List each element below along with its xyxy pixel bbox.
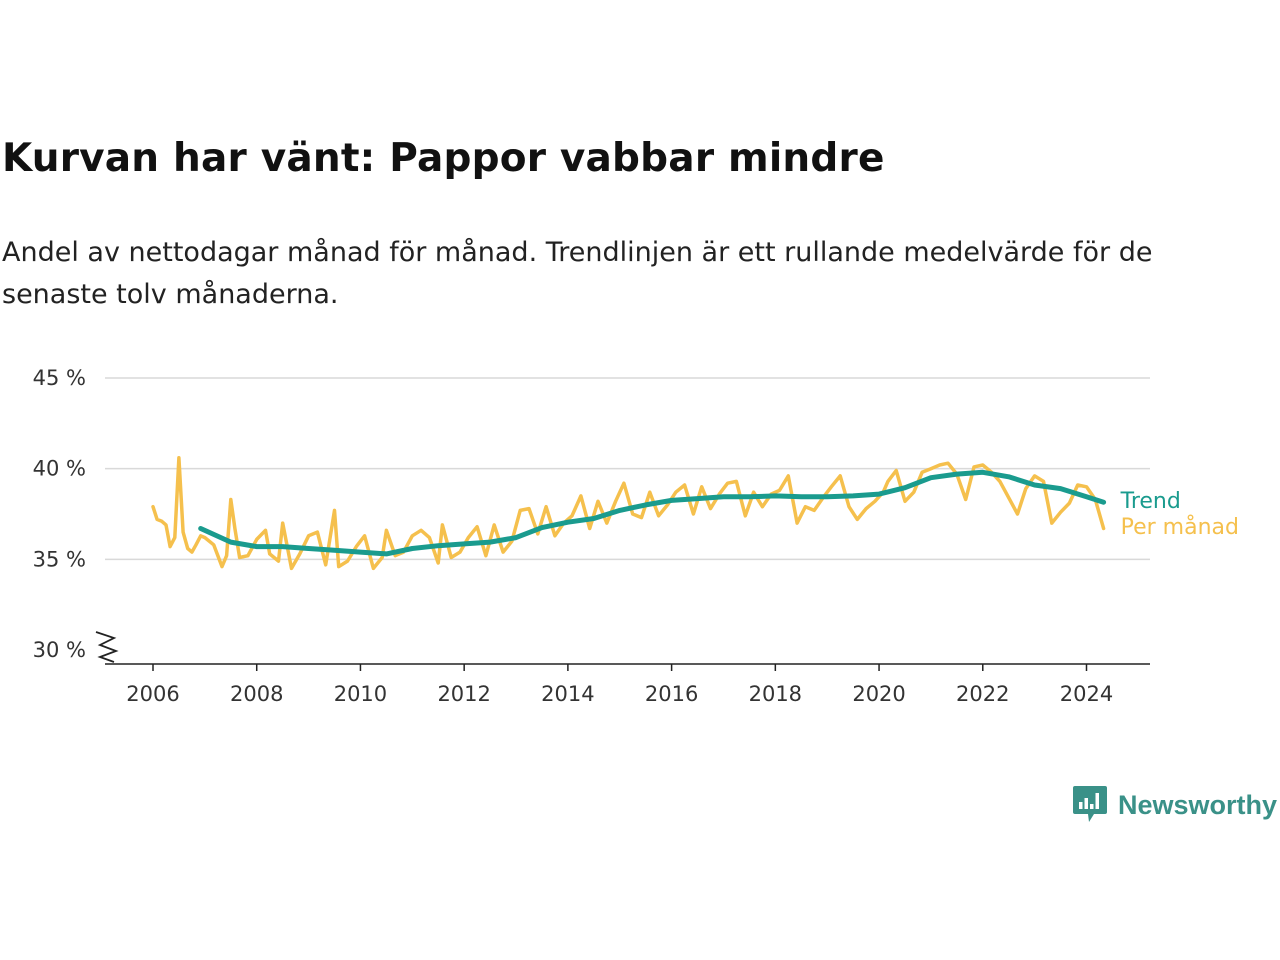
series-lines [151, 456, 1107, 571]
x-tick-label: 2010 [334, 682, 387, 706]
y-tick-label: 30 % [33, 638, 86, 662]
x-tick-label: 2016 [645, 682, 698, 706]
x-tick-label: 2024 [1060, 682, 1113, 706]
x-tick-label: 2006 [126, 682, 179, 706]
brand-name: Newsworthy [1118, 789, 1278, 820]
x-tick-label: 2012 [437, 682, 490, 706]
x-tick-label: 2022 [956, 682, 1009, 706]
axis-break-icon [95, 631, 119, 663]
trend-line [198, 469, 1107, 557]
y-tick-label: 35 % [33, 547, 86, 571]
y-tick-label: 45 % [33, 366, 86, 390]
y-tick-label: 40 % [33, 457, 86, 481]
brand-logo[interactable]: Newsworthy [1072, 784, 1277, 826]
chart-subtitle: Andel av nettodagar månad för månad. Tre… [2, 237, 1153, 310]
x-tick-label: 2008 [230, 682, 283, 706]
x-tick-label: 2014 [541, 682, 594, 706]
chart-title: Kurvan har vänt: Pappor vabbar mindre [2, 136, 885, 181]
monthly-label: Per månad [1121, 514, 1239, 540]
trend-label: Trend [1120, 489, 1181, 514]
x-tick-label: 2018 [749, 682, 802, 706]
axes: 30 % 35 % 40 % 45 % 2006 2008 2010 2012 2014 2016… [33, 366, 1150, 706]
newsworthy-logo-icon [1073, 786, 1107, 822]
monthly-line [151, 456, 1106, 571]
x-tick-label: 2020 [852, 682, 905, 706]
